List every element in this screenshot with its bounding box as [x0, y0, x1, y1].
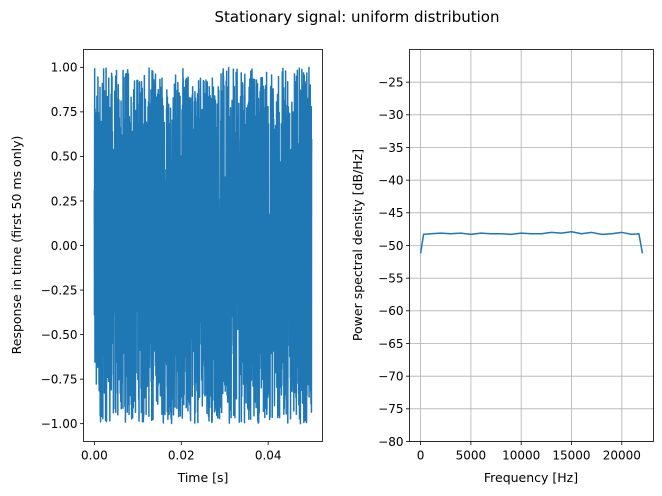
y-tick-label: −25 [378, 75, 403, 89]
y-tick-label: −0.75 [41, 372, 78, 386]
y-tick-label: −50 [378, 239, 403, 253]
x-tick-label: 20000 [603, 449, 641, 463]
y-tick-label: 0.75 [51, 105, 78, 119]
y-tick-label: −45 [378, 206, 403, 220]
x-tick-label: 10000 [502, 449, 540, 463]
time-chart-y-label: Response in time (first 50 ms only) [9, 136, 24, 355]
time-chart-x-ticks: 0.00 0.02 0.04 [81, 441, 282, 463]
x-tick-label: 5000 [456, 449, 487, 463]
y-tick-label: −0.25 [41, 283, 78, 297]
y-tick-label: 0.50 [51, 150, 78, 164]
psd-chart-y-label: Power spectral density [dB/Hz] [350, 149, 365, 341]
y-tick-label: −35 [378, 141, 403, 155]
time-response-chart: 0.00 0.02 0.04 −1.00 −0.75 −0.50 −0.25 0.00 0.2… [9, 49, 323, 485]
psd-chart-x-ticks: 0 5000 10000 15000 20000 [417, 441, 641, 463]
y-tick-label: −30 [378, 108, 403, 122]
y-tick-label: 0.25 [51, 194, 78, 208]
y-tick-label: −60 [378, 304, 403, 318]
x-tick-label: 0 [417, 449, 425, 463]
psd-chart-series [419, 231, 644, 254]
y-tick-label: −0.50 [41, 328, 78, 342]
x-tick-label: 0.00 [81, 449, 108, 463]
psd-chart-x-label: Frequency [Hz] [484, 470, 578, 485]
x-tick-label: 0.02 [168, 449, 195, 463]
y-tick-label: −55 [378, 271, 403, 285]
y-tick-label: −65 [378, 337, 403, 351]
y-tick-label: 0.00 [51, 239, 78, 253]
figure-title: Stationary signal: uniform distribution [215, 8, 500, 26]
y-tick-label: 1.00 [51, 61, 78, 75]
y-tick-label: −40 [378, 173, 403, 187]
psd-chart-line [419, 231, 644, 254]
time-chart-y-ticks: −1.00 −0.75 −0.50 −0.25 0.00 0.25 0.50 0.75 1.00 [41, 61, 84, 431]
power-spectral-density-chart: 0 5000 10000 15000 20000 −80−75−70−65−60−55−… [350, 49, 654, 485]
time-chart-series [93, 66, 313, 425]
y-tick-label: −1.00 [41, 417, 78, 431]
y-tick-label: −75 [378, 402, 403, 416]
psd-chart-grid [409, 49, 654, 442]
x-tick-label: 15000 [552, 449, 590, 463]
time-chart-line [93, 66, 313, 425]
y-tick-label: −70 [378, 369, 403, 383]
time-chart-x-label: Time [s] [177, 470, 229, 485]
x-tick-label: 0.04 [255, 449, 282, 463]
y-tick-label: −80 [378, 435, 403, 449]
psd-chart-y-ticks: −80 −75 −70 −65 −60 −55 −50 −45 −40 −35 −30 −25 [378, 75, 410, 449]
